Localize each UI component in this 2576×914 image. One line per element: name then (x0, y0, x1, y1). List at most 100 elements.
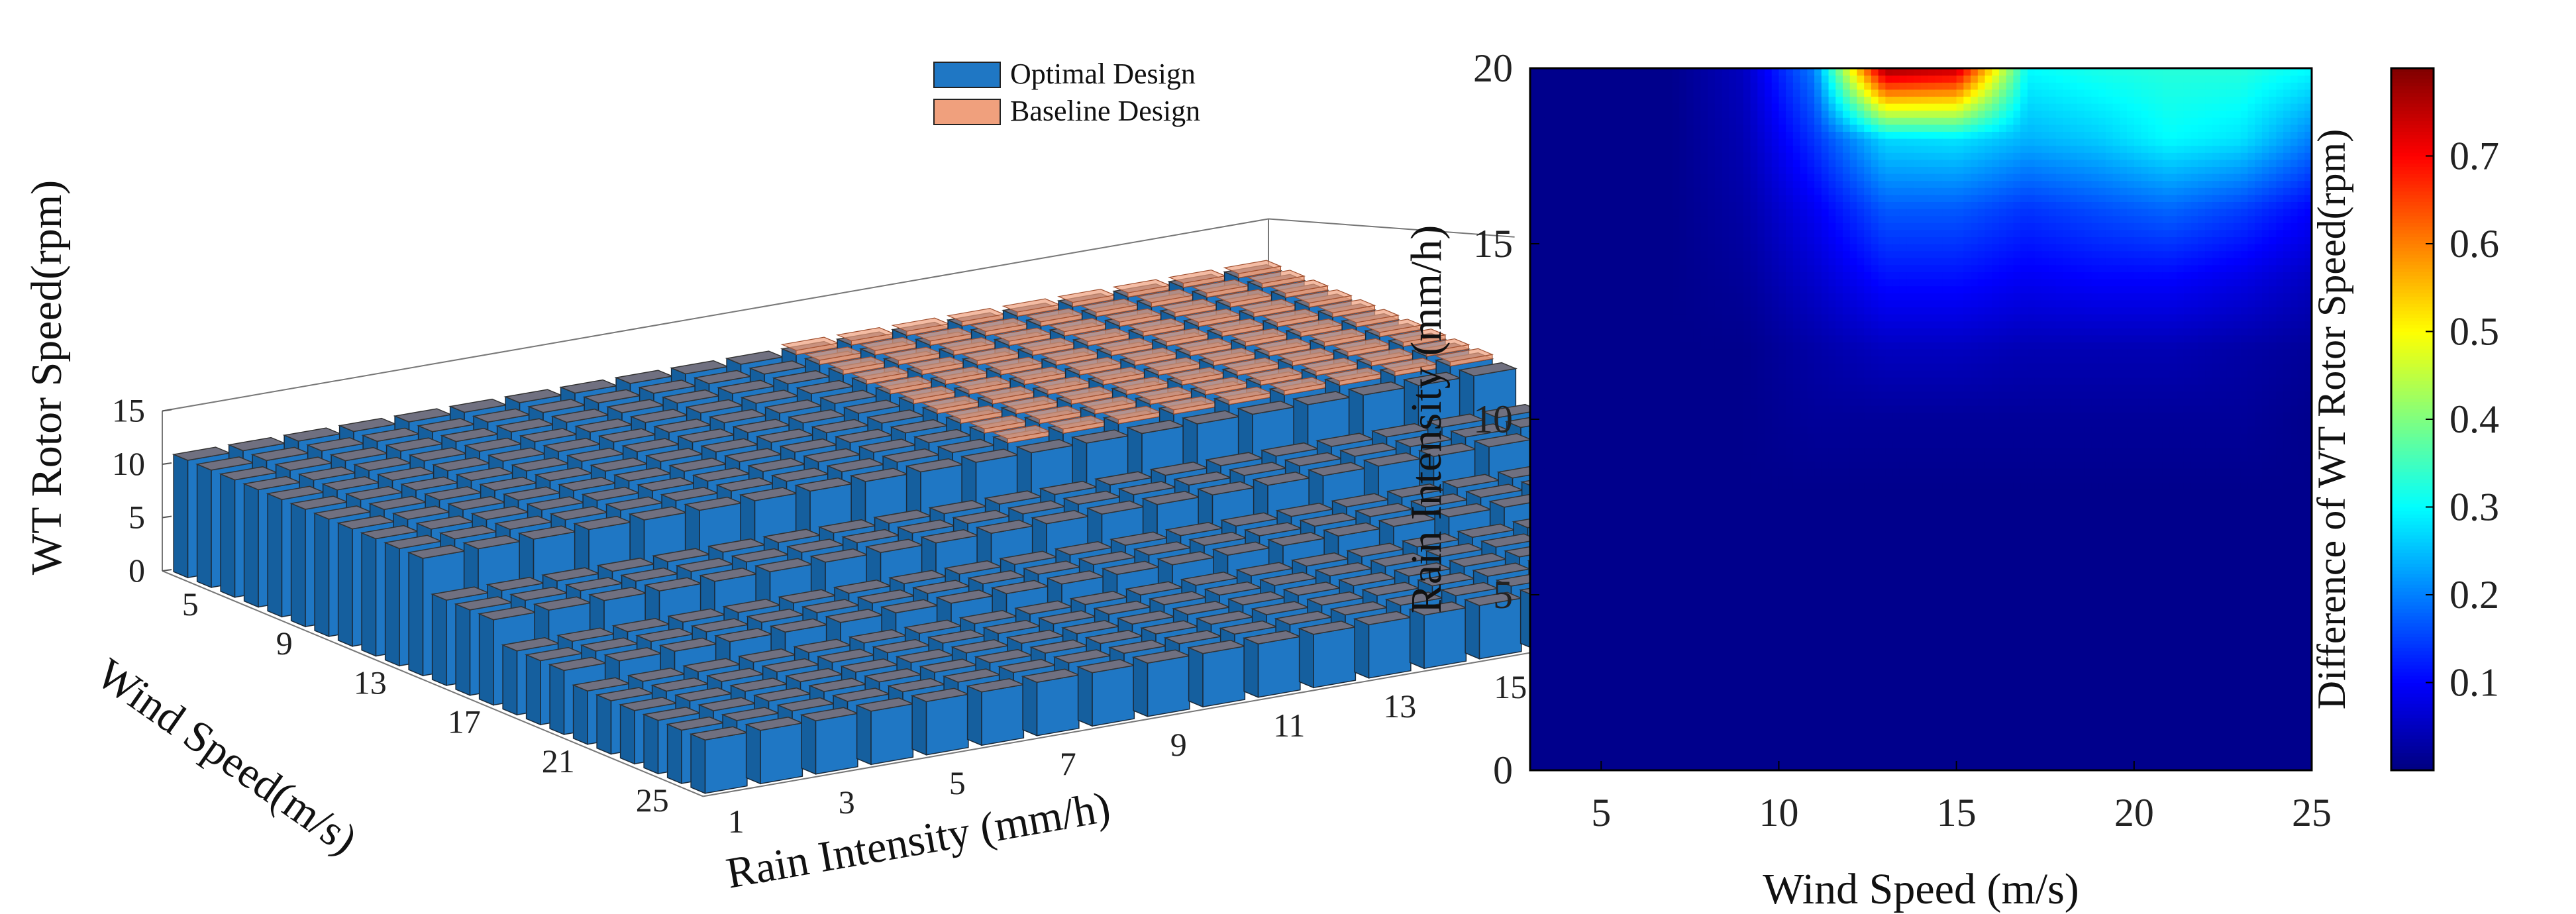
heatmap-cell (1700, 531, 1708, 539)
heatmap-cell (1792, 356, 1801, 364)
heatmap-cell (1835, 201, 1843, 209)
heatmap-cell (1643, 159, 1651, 167)
heatmap-cell (1708, 566, 1716, 574)
heatmap-cell (1835, 279, 1843, 287)
heatmap-cell (1835, 328, 1843, 336)
heatmap-cell (1686, 110, 1694, 118)
heatmap-cell (1651, 412, 1659, 420)
heatmap-cell (1792, 623, 1801, 631)
heatmap-cell (1750, 468, 1758, 476)
heatmap-cell (1778, 545, 1786, 553)
heatmap-cell (1686, 321, 1694, 329)
heatmap-cell (1608, 609, 1616, 617)
heatmap-cell (1708, 363, 1716, 371)
heatmap-cell (1686, 209, 1694, 217)
heatmap-cell (1786, 293, 1794, 301)
heatmap-cell (1572, 566, 1580, 574)
heatmap-cell (1665, 405, 1673, 413)
heatmap-cell (1686, 356, 1694, 364)
heatmap-cell (1601, 187, 1609, 195)
heatmap-cell (1572, 658, 1580, 666)
heatmap-cell (1665, 707, 1673, 715)
heatmap-cell (1729, 447, 1737, 455)
heatmap-cell (1700, 272, 1708, 279)
heatmap-cell (1835, 244, 1843, 252)
heatmap-cell (1786, 138, 1794, 146)
heatmap-cell (1757, 560, 1765, 568)
heatmap-cell (1622, 566, 1630, 574)
heatmap-cell (1665, 229, 1673, 237)
heatmap-cell (1544, 636, 1552, 644)
heatmap-cell (1608, 623, 1616, 631)
heatmap-cell (1558, 707, 1567, 715)
heatmap-cell (1828, 328, 1836, 336)
heatmap-cell (1544, 538, 1552, 546)
heatmap-cell (1537, 299, 1545, 307)
heatmap-cell (1651, 454, 1659, 462)
heatmap-cell (1544, 454, 1552, 462)
heatmap-cell (1530, 433, 1538, 441)
heatmap-cell (1544, 433, 1552, 441)
heatmap-cell (1778, 285, 1786, 293)
heatmap-cell (1729, 258, 1737, 266)
heatmap-cell (1594, 159, 1602, 167)
heatmap-cell (1651, 601, 1659, 609)
heatmap-cell (1800, 391, 1808, 399)
heatmap-cell (1771, 496, 1780, 504)
heatmap-cell (1765, 229, 1773, 237)
heatmap-cell (1700, 587, 1708, 595)
heatmap-cell (1629, 615, 1637, 623)
heatmap-cell (1714, 658, 1723, 666)
heatmap-cell (1714, 433, 1723, 441)
heatmap-cell (1807, 285, 1815, 293)
heatmap-cell (1622, 314, 1630, 322)
heatmap-cell (1679, 328, 1687, 336)
heatmap-cell (1693, 258, 1702, 266)
heatmap-cell (1586, 665, 1595, 673)
heatmap-cell (1686, 595, 1694, 603)
heatmap-cell (1537, 489, 1545, 497)
heatmap-cell (1629, 461, 1637, 469)
heatmap-cell (1771, 525, 1780, 533)
heatmap-cell (1771, 489, 1780, 497)
heatmap-cell (1651, 405, 1659, 413)
heatmap-cell (1544, 412, 1552, 420)
heatmap-cell (1835, 293, 1843, 301)
heatmap-cell (1586, 496, 1595, 504)
heatmap-cell (1565, 412, 1573, 420)
heatmap-cell (1800, 405, 1808, 413)
heatmap-cell (1558, 560, 1567, 568)
heatmap-cell (1608, 89, 1616, 97)
heatmap-cell (1722, 166, 1729, 174)
heatmap-cell (1551, 75, 1559, 83)
heatmap-cell (1814, 152, 1822, 160)
heatmap-cell (1807, 299, 1815, 307)
heatmap-cell (1636, 370, 1645, 378)
heatmap-cell (1708, 384, 1716, 392)
heatmap-cell (1686, 721, 1694, 729)
heatmap-cell (1835, 574, 1843, 582)
heatmap-cell (1792, 285, 1801, 293)
heatmap-cell (1771, 454, 1780, 462)
heatmap-cell (1778, 574, 1786, 582)
heatmap-cell (1629, 215, 1637, 223)
heatmap-cell (1786, 250, 1794, 258)
heatmap-cell (1843, 580, 1851, 588)
heatmap-cell (1771, 650, 1780, 658)
heatmap-cell (1743, 735, 1751, 743)
heatmap-cell (1700, 412, 1708, 420)
heatmap-cell (1736, 665, 1744, 673)
heatmap-cell (1743, 145, 1751, 153)
heatmap-cell (1558, 636, 1567, 644)
heatmap-cell (1537, 426, 1545, 434)
heatmap-cell (1821, 468, 1829, 476)
heatmap-cell (1800, 96, 1808, 104)
heatmap-cell (1714, 159, 1723, 167)
heatmap-cell (1750, 510, 1758, 518)
heatmap-cell (1843, 258, 1851, 266)
heatmap-cell (1835, 314, 1843, 322)
heatmap-cell (1700, 728, 1708, 736)
heatmap-cell (1743, 117, 1751, 125)
heatmap-cell (1835, 658, 1843, 666)
heatmap-cell (1651, 700, 1659, 708)
